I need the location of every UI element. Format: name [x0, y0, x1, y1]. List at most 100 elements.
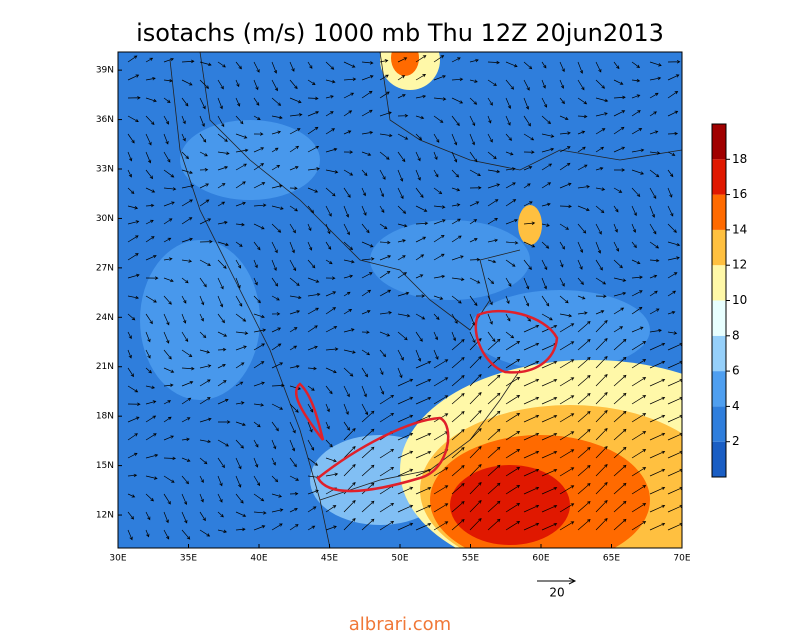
wind-vector — [541, 295, 550, 307]
wind-vector — [379, 520, 395, 531]
wind-vector — [181, 349, 193, 358]
wind-vector — [577, 357, 591, 369]
wind-vector — [181, 259, 193, 263]
wind-vector — [217, 420, 231, 424]
wind-vector — [217, 97, 223, 110]
wind-vector — [181, 59, 195, 64]
wind-vector — [397, 75, 406, 81]
wind-vector — [667, 360, 682, 369]
wind-vector — [649, 151, 661, 155]
wind-vector — [595, 223, 602, 235]
wind-vector — [343, 92, 355, 99]
wind-vector — [487, 518, 501, 531]
wind-vector — [487, 97, 493, 106]
wind-vector — [595, 392, 608, 405]
wind-vector — [523, 324, 540, 333]
wind-vector — [325, 525, 337, 531]
wind-vector — [289, 345, 298, 351]
wind-vector — [217, 439, 230, 447]
wind-vector — [505, 295, 510, 305]
colorbar-label: 14 — [732, 222, 747, 236]
wind-vector — [631, 169, 645, 175]
wind-vector — [163, 169, 175, 178]
wind-vector — [397, 486, 414, 495]
wind-vector — [307, 96, 319, 101]
wind-vector — [217, 331, 228, 337]
wind-vector — [577, 130, 586, 135]
colorbar-band — [712, 371, 726, 407]
wind-vector — [127, 220, 140, 225]
wind-vector — [559, 182, 572, 189]
wind-vector — [523, 486, 540, 495]
wind-vector — [613, 338, 627, 351]
wind-vector — [469, 257, 481, 262]
wind-vector — [181, 237, 193, 243]
wind-vector — [325, 367, 337, 374]
wind-vector — [289, 475, 300, 481]
wind-vector — [667, 331, 678, 335]
wind-vector — [649, 360, 666, 369]
wind-vector — [595, 79, 606, 89]
wind-vector — [217, 201, 226, 207]
colorbar-band — [712, 124, 726, 160]
wind-vector — [649, 342, 666, 351]
wind-vector — [217, 347, 227, 352]
wind-vector — [487, 464, 501, 477]
wind-vector — [307, 385, 315, 391]
wind-vector — [415, 236, 427, 243]
lat-label: 33N — [96, 164, 114, 174]
wind-vector — [595, 277, 607, 285]
wind-vector — [199, 218, 212, 225]
wind-vector — [181, 437, 190, 442]
wind-vector — [181, 529, 191, 540]
wind-vector — [217, 259, 227, 269]
wind-vector — [397, 272, 407, 279]
wind-vector — [325, 223, 331, 235]
wind-vector — [631, 241, 637, 249]
colorbar-label: 16 — [732, 187, 747, 201]
wind-vector — [649, 308, 660, 315]
wind-vector — [127, 433, 138, 441]
wind-vector — [505, 79, 515, 90]
wind-vector — [127, 402, 141, 406]
wind-vector — [379, 223, 388, 230]
wind-vector — [127, 187, 135, 195]
wind-vector — [271, 223, 282, 233]
wind-vector — [631, 94, 641, 99]
wind-vector — [541, 313, 553, 321]
wind-vector — [559, 204, 572, 209]
wind-vector — [577, 185, 590, 189]
wind-vector — [523, 432, 540, 441]
wind-vector — [289, 128, 301, 135]
wind-vector — [595, 482, 608, 495]
wind-vector — [667, 205, 674, 217]
wind-vector — [577, 411, 591, 423]
wind-vector — [541, 360, 558, 369]
wind-vector — [343, 110, 353, 117]
wind-vector — [253, 223, 265, 230]
wind-vector — [415, 274, 424, 279]
wind-vector — [415, 187, 424, 198]
wind-vector — [541, 133, 555, 138]
wind-vector — [595, 259, 603, 271]
wind-vector — [253, 361, 265, 369]
wind-vector — [577, 223, 587, 234]
wind-vector — [613, 110, 626, 117]
wind-vector — [559, 359, 575, 369]
wind-vector — [487, 79, 497, 86]
wind-vector — [523, 221, 536, 225]
wind-vector — [631, 395, 647, 405]
wind-vector — [217, 363, 226, 369]
wind-vector — [595, 112, 608, 117]
wind-vector — [127, 169, 132, 178]
wind-vector — [379, 502, 395, 513]
wind-vector — [343, 77, 357, 81]
wind-vector — [595, 464, 608, 477]
wind-vector — [325, 169, 339, 174]
wind-vector — [397, 414, 414, 423]
wind-vector — [127, 253, 139, 261]
wind-vector — [199, 331, 207, 339]
wind-vector — [523, 79, 530, 91]
wind-vector — [217, 277, 224, 290]
wind-vector — [289, 403, 299, 413]
